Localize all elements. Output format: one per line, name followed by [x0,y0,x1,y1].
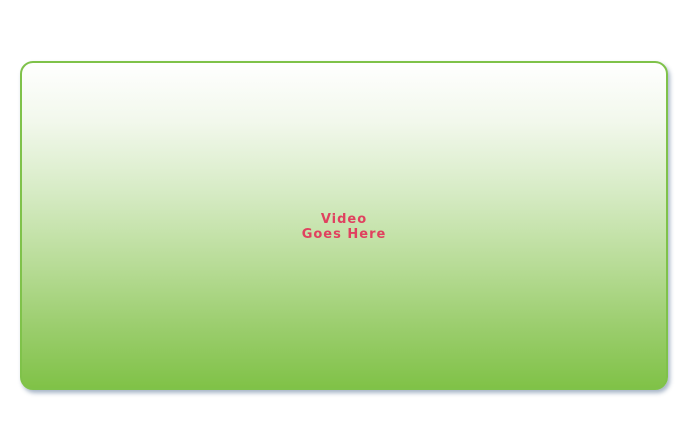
placeholder-line-2: Goes Here [301,226,387,242]
video-placeholder: Video Goes Here [20,61,668,390]
placeholder-line-1: Video [320,211,368,227]
video-placeholder-label: Video Goes Here [302,212,387,242]
